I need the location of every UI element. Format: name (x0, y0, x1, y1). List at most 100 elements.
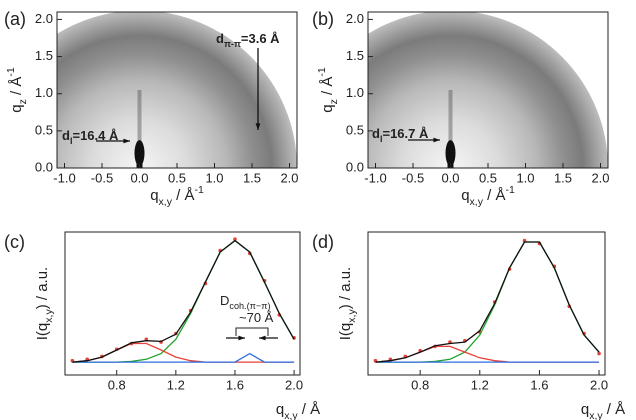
annotation-part: π-π (224, 39, 241, 49)
x-axis-label: qx,y / Å (581, 401, 625, 420)
fit-line (72, 239, 295, 363)
arrow-head (123, 138, 130, 144)
x-tick-label: 1.0 (205, 170, 223, 185)
annotation: dπ-π=3.6 Å (216, 31, 280, 49)
annotation-part: d (372, 126, 380, 141)
arrow-head (433, 137, 440, 143)
x-axis-label: qx,y / Å-1 (150, 184, 204, 208)
y-tick-label: 2.0 (346, 11, 364, 26)
fit-line (375, 241, 600, 363)
fit-line (72, 352, 295, 363)
specular-spot (134, 140, 145, 167)
x-axis-label-part: q (461, 187, 469, 204)
arrow-head (255, 123, 261, 130)
y-axis-label-part: z (17, 99, 29, 104)
annotation: Dcoh.(π−π) (220, 293, 271, 311)
x-tick-label: 2.0 (591, 170, 609, 185)
annotation: ~70 Å (239, 310, 274, 325)
y-axis-label-part: z (328, 99, 340, 104)
x-tick-label: 1.2 (471, 377, 489, 392)
x-axis-label-part: q (581, 401, 589, 418)
x-tick-label: 0.5 (168, 170, 186, 185)
y-tick-label: 0.0 (346, 159, 364, 174)
annotation-part: l (380, 134, 383, 144)
annotation-part: d (62, 128, 70, 143)
y-axis-label: I(qx,y) / a.u. (337, 267, 358, 340)
y-tick-label: 1.0 (35, 85, 53, 100)
y-axis-label-part: ) / a.u. (337, 267, 354, 310)
annotation-part: coh.(π−π) (229, 301, 270, 311)
x-tick-label: 0.0 (130, 170, 148, 185)
annotation-part: d (216, 31, 224, 46)
bracket (235, 327, 269, 336)
y-axis-label-part: ) / a.u. (34, 267, 51, 310)
y-tick-label: 0.5 (346, 122, 364, 137)
annotation-part: =16.7 Å (382, 126, 429, 141)
panel-label: (c) (4, 232, 25, 252)
data-point (233, 237, 237, 241)
x-axis-label-part: x,y (159, 196, 173, 208)
x-axis-label-part: / Å (483, 187, 506, 204)
y-axis-label-part: -1 (316, 67, 328, 76)
beam-streak (137, 90, 142, 168)
x-tick-label: 0.0 (441, 170, 459, 185)
x-axis-label-part: / Å (603, 401, 626, 418)
x-tick-label: 1.6 (226, 377, 244, 392)
beam-streak (448, 90, 453, 168)
x-axis-label-part: x,y (470, 196, 484, 208)
annotation-part: ~70 Å (239, 310, 274, 325)
y-axis-label-part: / Å (319, 77, 336, 100)
y-axis-label-part: q (8, 104, 25, 112)
x-tick-label: 2.0 (285, 377, 303, 392)
x-tick-label: -0.5 (91, 170, 113, 185)
y-axis-label-part: / Å (8, 77, 25, 100)
y-axis-label-part: I(q (337, 323, 354, 341)
annotation-part: =3.6 Å (241, 31, 280, 46)
fit-line (375, 345, 599, 363)
x-tick-label: -0.5 (402, 170, 424, 185)
x-axis-label: qx,y / Å (276, 401, 320, 420)
y-axis-label-part: x,y (346, 309, 358, 323)
panel-label: (a) (4, 9, 26, 29)
y-axis-label: I(qx,y) / a.u. (34, 267, 55, 340)
x-axis-label-part: -1 (194, 184, 203, 196)
y-tick-label: 1.0 (346, 85, 364, 100)
y-axis-label: qz / Å-1 (316, 67, 340, 113)
x-axis-label-part: x,y (284, 410, 298, 420)
y-axis-label-part: I(q (34, 323, 51, 341)
y-tick-label: 0.0 (35, 159, 53, 174)
y-axis-label: qz / Å-1 (5, 67, 29, 113)
specular-spot (445, 140, 456, 167)
x-tick-label: 1.5 (554, 170, 572, 185)
scattering-image (57, 12, 297, 168)
arrow-head (259, 335, 266, 341)
x-axis-label-part: q (150, 187, 158, 204)
annotation-part: =16.4 Å (72, 128, 119, 143)
y-tick-label: 0.5 (35, 122, 53, 137)
x-tick-label: -1.0 (53, 170, 75, 185)
x-tick-label: 2.0 (280, 170, 298, 185)
annotation-part: l (70, 136, 73, 146)
scattering-ring (368, 12, 608, 168)
panel-label: (b) (312, 9, 334, 29)
x-tick-label: 1.2 (167, 377, 185, 392)
annotation: dl=16.4 Å (62, 128, 119, 146)
scattering-image (368, 12, 608, 168)
annotation-part: D (220, 293, 229, 308)
x-axis-label-part: / Å (298, 401, 321, 418)
x-tick-label: 1.6 (530, 377, 548, 392)
y-tick-label: 2.0 (35, 11, 53, 26)
x-tick-label: -1.0 (364, 170, 386, 185)
x-axis-label-part: -1 (505, 184, 514, 196)
plot-frame (64, 231, 301, 376)
x-tick-label: 0.8 (411, 377, 429, 392)
x-tick-label: 1.0 (516, 170, 534, 185)
y-axis-label-part: q (319, 104, 336, 112)
panel-label: (d) (312, 232, 334, 252)
annotation: dl=16.7 Å (372, 126, 429, 144)
y-tick-label: 1.5 (346, 48, 364, 63)
arrow-head (238, 335, 245, 341)
x-axis-label-part: x,y (589, 410, 603, 420)
scattering-ring (57, 12, 297, 168)
